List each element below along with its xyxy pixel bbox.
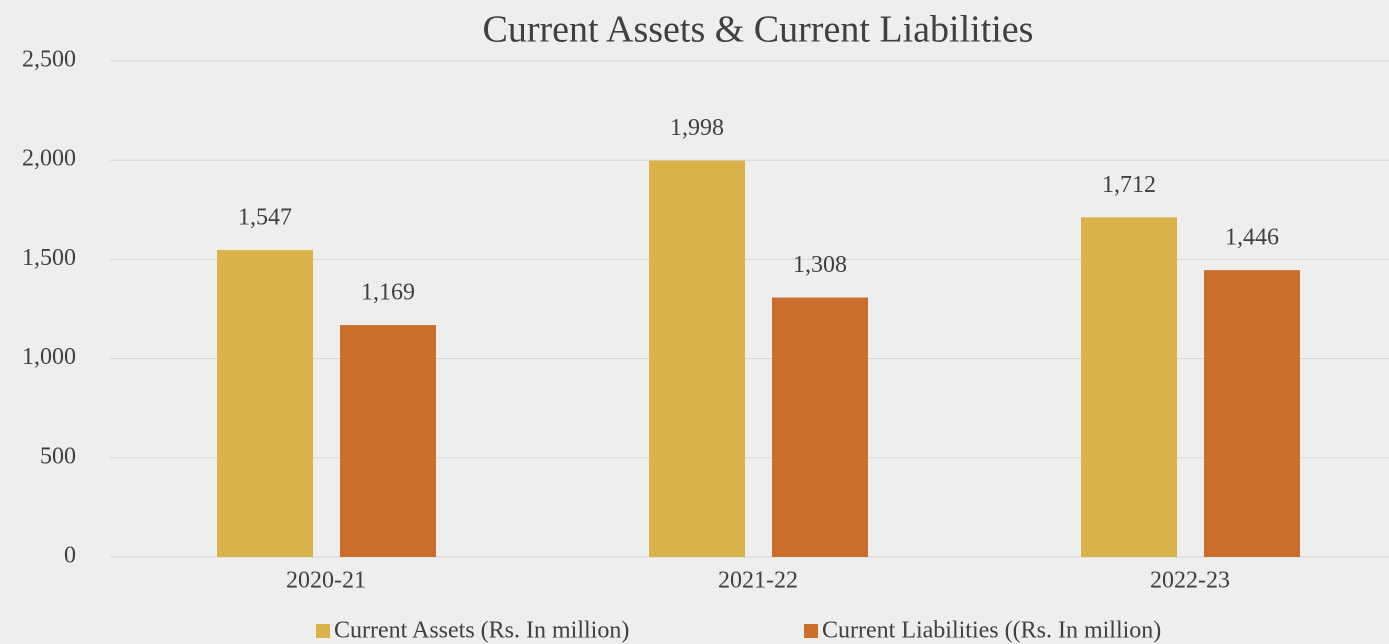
bar bbox=[217, 250, 313, 557]
bar bbox=[772, 297, 868, 557]
y-tick-label: 2,500 bbox=[22, 47, 76, 73]
y-tick-label: 1,500 bbox=[22, 245, 76, 271]
data-label: 1,547 bbox=[238, 205, 292, 231]
legend-label: Current Assets (Rs. In million) bbox=[334, 618, 629, 644]
y-tick-label: 0 bbox=[64, 543, 76, 569]
x-tick-label: 2020-21 bbox=[286, 568, 366, 594]
bar bbox=[340, 325, 436, 557]
x-tick-label: 2021-22 bbox=[718, 568, 798, 594]
chart-title: Current Assets & Current Liabilities bbox=[483, 9, 1034, 51]
data-label: 1,169 bbox=[361, 280, 415, 306]
data-label: 1,446 bbox=[1225, 225, 1279, 251]
data-label: 1,998 bbox=[670, 115, 724, 141]
y-tick-label: 1,000 bbox=[22, 344, 76, 370]
data-label: 1,308 bbox=[793, 252, 847, 278]
bar bbox=[649, 160, 745, 557]
bar bbox=[1081, 217, 1177, 557]
legend-swatch bbox=[804, 624, 818, 638]
y-tick-label: 2,000 bbox=[22, 146, 76, 172]
legend-label: Current Liabilities ((Rs. In million) bbox=[822, 618, 1161, 644]
y-tick-label: 500 bbox=[40, 443, 76, 469]
bar bbox=[1204, 270, 1300, 557]
legend-swatch bbox=[316, 624, 330, 638]
x-tick-label: 2022-23 bbox=[1150, 568, 1230, 594]
data-label: 1,712 bbox=[1102, 172, 1156, 198]
